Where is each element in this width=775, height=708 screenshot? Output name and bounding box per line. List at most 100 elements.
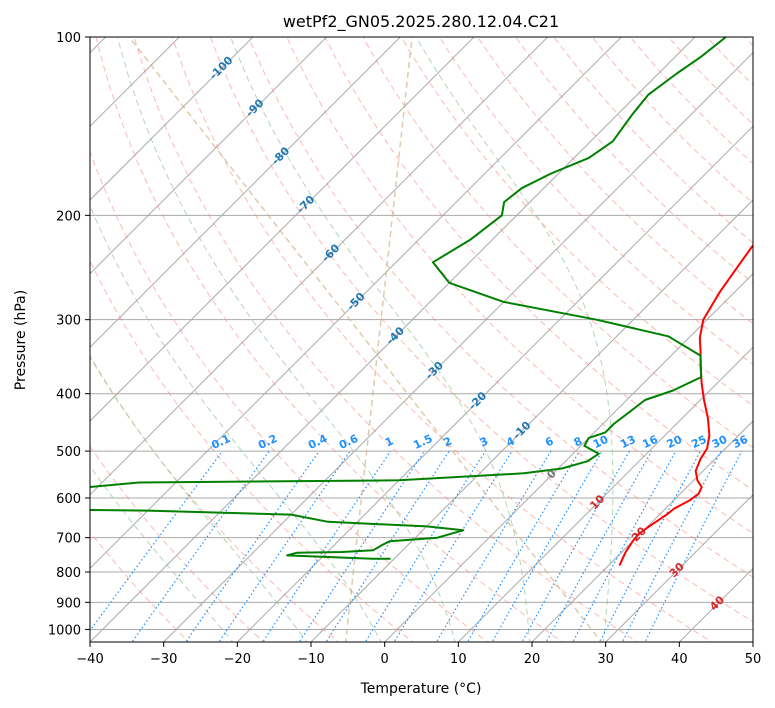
mixing-ratio-line — [185, 450, 320, 642]
mixing-ratio-line — [599, 450, 702, 642]
y-axis-label: Pressure (hPa) — [13, 290, 29, 390]
mixing-ratio-line — [621, 450, 722, 642]
x-tick-label: 40 — [671, 652, 688, 667]
moist-adiabat-line — [90, 204, 382, 642]
mixing-ratio-label: 2 — [442, 434, 454, 449]
dry-adiabat-line — [90, 259, 414, 642]
mixing-ratio-label: 1 — [383, 434, 395, 449]
moist-adiabat-line — [90, 354, 308, 642]
mixing-ratio-line — [466, 450, 580, 642]
isotherm-line — [531, 420, 753, 642]
moist-adiabat-line — [415, 37, 614, 642]
y-tick-label: 400 — [56, 388, 81, 403]
y-tick-label: 900 — [56, 596, 81, 611]
moist-adiabat-line — [116, 37, 456, 642]
moist-adiabat-line — [230, 37, 530, 642]
x-tick-label: −40 — [76, 652, 103, 667]
mixing-ratio-line — [298, 450, 425, 642]
isotherm-line — [90, 37, 623, 570]
isotherm-line — [90, 37, 328, 275]
dry-adiabat-line — [90, 356, 340, 642]
mixing-ratio-line — [572, 450, 677, 642]
x-axis-label: Temperature (°C) — [360, 681, 482, 697]
mixing-ratio-label: 10 — [591, 433, 611, 451]
y-tick-label: 1000 — [48, 623, 81, 638]
dry-adiabat-line — [667, 37, 753, 125]
y-tick-label: 200 — [56, 209, 81, 224]
dry-adiabat-line — [770, 24, 775, 645]
y-tick-label: 800 — [56, 566, 81, 581]
dry-adiabat-line — [438, 37, 753, 366]
plot-frame — [89, 36, 754, 643]
dry-adiabat-line — [705, 37, 753, 86]
mixing-ratio-line — [90, 450, 223, 632]
chart-title: wetPf2_GN05.2025.280.12.04.C21 — [283, 12, 559, 32]
isotherm-line — [90, 37, 181, 128]
profile-lines — [90, 37, 753, 566]
mixing-ratio-line — [218, 450, 351, 642]
dry-adiabat-line — [629, 37, 753, 165]
background-lines — [0, 10, 775, 654]
x-tick-label: −30 — [150, 652, 177, 667]
isotherm-line — [310, 199, 753, 642]
mixing-ratio-line — [644, 450, 743, 642]
mixing-ratio-label: 20 — [665, 433, 685, 451]
mixing-ratio-label: 6 — [543, 434, 556, 449]
y-tick-label: 500 — [56, 445, 81, 460]
x-tick-label: −10 — [297, 652, 324, 667]
dry-adiabat-line — [515, 37, 753, 284]
reference-curve — [344, 37, 413, 642]
isotherm-line — [752, 641, 753, 642]
dewpoint-line — [90, 37, 727, 560]
x-tick-label: 30 — [597, 652, 614, 667]
x-axis: −40 −30 −20 −10 0 10 20 30 40 50 — [76, 642, 761, 667]
reference-curve — [128, 37, 603, 642]
mixing-ratio-line — [435, 450, 552, 642]
mixing-ratio-line — [364, 450, 486, 642]
isotherm-line — [90, 37, 402, 349]
y-tick-label: 700 — [56, 532, 81, 547]
y-tick-label: 600 — [56, 492, 81, 507]
mixing-ratio-label: 8 — [572, 434, 584, 449]
mixing-ratio-line — [325, 450, 450, 642]
x-tick-label: 10 — [450, 652, 467, 667]
mixing-ratio-label: 0.4 — [306, 432, 329, 452]
dry-adiabat-line — [362, 37, 753, 449]
dry-adiabat-line — [95, 37, 564, 642]
x-tick-label: 20 — [524, 652, 541, 667]
mixing-ratio-line — [262, 450, 392, 642]
dry-adiabat-line — [133, 37, 638, 642]
isotherm-line — [90, 37, 696, 642]
x-tick-label: 0 — [381, 652, 389, 667]
isotherm-line — [236, 125, 753, 642]
isotherm-line — [90, 37, 475, 422]
x-tick-label: 50 — [745, 652, 762, 667]
dry-adiabat-line — [400, 37, 753, 407]
mixing-ratio-label: 30 — [710, 433, 730, 451]
mixing-ratio-label: 13 — [618, 433, 637, 451]
mixing-ratio-label: 3 — [478, 434, 490, 449]
mixing-ratio-line — [393, 450, 513, 642]
mixing-ratio-label: 25 — [689, 433, 708, 451]
mixing-ratio-label: 16 — [640, 433, 660, 451]
dry-adiabat-line — [744, 37, 753, 47]
dry-adiabat-line — [209, 37, 753, 623]
isotherm-line — [678, 567, 753, 642]
isotherm-line — [383, 272, 753, 642]
isotherm-line — [162, 51, 753, 642]
mixing-ratio-label: 36 — [731, 433, 751, 451]
y-axis: 100 200 300 400 500 600 700 800 900 1000 — [48, 31, 90, 638]
mixing-ratio-line — [131, 450, 270, 642]
isotherm-line — [604, 493, 753, 642]
temperature-line — [618, 243, 753, 566]
dry-adiabat-line — [90, 445, 265, 642]
moist-adiabat-line — [90, 465, 234, 642]
isotherm-line — [457, 346, 753, 642]
dry-adiabat-line — [90, 150, 489, 642]
isotherm-line — [90, 37, 254, 201]
y-tick-label: 300 — [56, 314, 81, 329]
isotherm-line — [0, 10, 59, 654]
x-tick-label: −20 — [224, 652, 251, 667]
y-tick-label: 100 — [56, 31, 81, 46]
